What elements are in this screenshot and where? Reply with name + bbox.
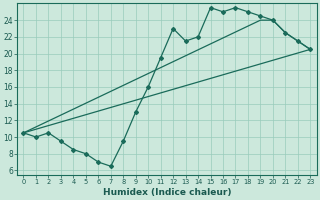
- X-axis label: Humidex (Indice chaleur): Humidex (Indice chaleur): [103, 188, 231, 197]
